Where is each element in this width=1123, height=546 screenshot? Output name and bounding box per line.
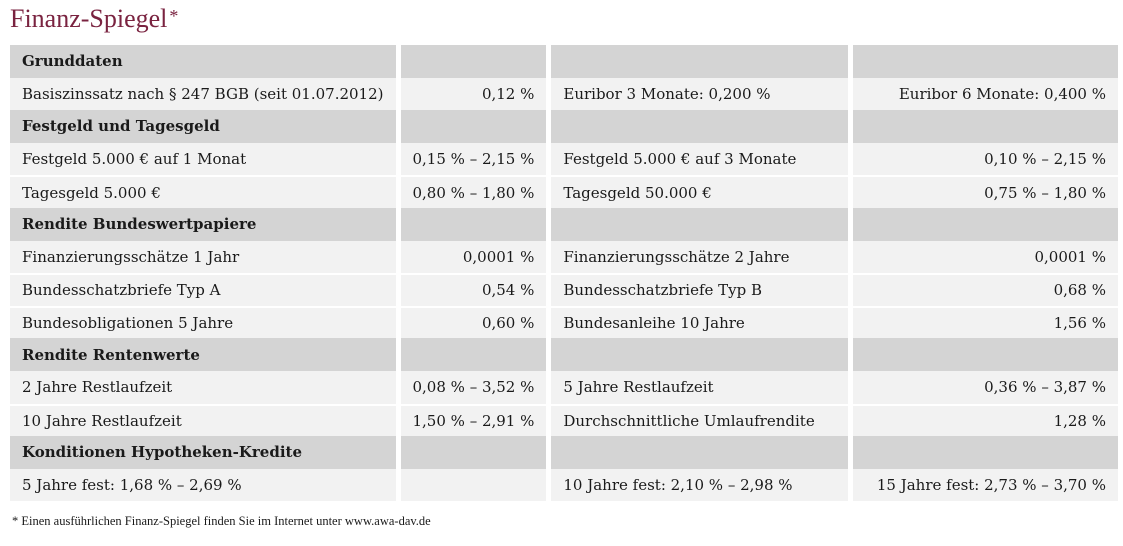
section-header-cell bbox=[400, 338, 547, 371]
section-header-row: Konditionen Hypotheken-Kredite bbox=[10, 436, 1118, 469]
section-heading: Rendite Bundeswertpapiere bbox=[10, 207, 396, 241]
rate-label-left: 5 Jahre fest: 1,68 % – 2,69 % bbox=[10, 468, 396, 502]
table-row: 2 Jahre Restlaufzeit 0,08 % – 3,52 % 5 Jah… bbox=[10, 370, 1118, 404]
table-row: Bundesschatzbriefe Typ A 0,54 % Bundesscha… bbox=[10, 273, 1118, 306]
footnote: * Einen ausführlichen Finanz-Spiegel fin… bbox=[12, 514, 431, 528]
section-header-cell bbox=[853, 207, 1118, 241]
section-header-cell bbox=[853, 436, 1118, 469]
table-row: Finanzierungsschätze 1 Jahr 0,0001 % Finan… bbox=[10, 240, 1118, 274]
section-heading: Konditionen Hypotheken-Kredite bbox=[10, 436, 396, 469]
rate-value-left: 0,08 % – 3,52 % bbox=[400, 370, 547, 404]
finance-table: Grunddaten Basiszinssatz nach § 247 BGB (… bbox=[5, 45, 1123, 502]
table-row: Tagesgeld 5.000 €0,80 % – 1,80 % Tagesgel… bbox=[10, 175, 1118, 208]
rate-label-left: Finanzierungsschätze 1 Jahr bbox=[10, 240, 396, 274]
section-heading: Rendite Rentenwerte bbox=[10, 338, 396, 371]
rate-label-right: Bundesanleihe 10 Jahre bbox=[551, 305, 849, 339]
rate-label-right: Euribor 3 Monate: 0,200 % bbox=[551, 77, 849, 111]
section-header-cell bbox=[853, 110, 1118, 143]
rate-value-left bbox=[400, 468, 547, 502]
rate-value-right: 0,0001 % bbox=[853, 240, 1118, 274]
rate-value-left: 0,80 % – 1,80 % bbox=[400, 175, 547, 208]
rate-value-left: 0,60 % bbox=[400, 305, 547, 339]
section-header-cell bbox=[400, 110, 547, 143]
table-row: 5 Jahre fest: 1,68 % – 2,69 % 10 Jahre fe… bbox=[10, 468, 1118, 502]
section-header-cell bbox=[551, 338, 849, 371]
rate-value-right: 0,68 % bbox=[853, 273, 1118, 306]
finance-table-body: Grunddaten Basiszinssatz nach § 247 BGB (… bbox=[10, 45, 1118, 502]
section-header-cell bbox=[551, 207, 849, 241]
rate-value-right: 0,36 % – 3,87 % bbox=[853, 370, 1118, 404]
rate-label-left: 10 Jahre Restlaufzeit bbox=[10, 403, 396, 437]
rate-value-left: 0,0001 % bbox=[400, 240, 547, 274]
rate-label-right: Tagesgeld 50.000 € bbox=[551, 175, 849, 208]
rate-label-left: 2 Jahre Restlaufzeit bbox=[10, 370, 396, 404]
rate-label-right: Finanzierungsschätze 2 Jahre bbox=[551, 240, 849, 274]
table-row: Festgeld 5.000 € auf 1 Monat 0,15 % – 2,1… bbox=[10, 142, 1118, 176]
rate-label-right: 5 Jahre Restlaufzeit bbox=[551, 370, 849, 404]
section-header-cell bbox=[400, 436, 547, 469]
rate-value-right: Euribor 6 Monate: 0,400 % bbox=[853, 77, 1118, 111]
rate-label-right: 10 Jahre fest: 2,10 % – 2,98 % bbox=[551, 468, 849, 502]
page-title: Finanz-Spiegel * bbox=[10, 4, 178, 34]
rate-label-left: Basiszinssatz nach § 247 BGB (seit 01.07… bbox=[10, 77, 396, 111]
rate-label-right: Bundesschatzbriefe Typ B bbox=[551, 273, 849, 306]
section-header-cell bbox=[853, 338, 1118, 371]
rate-label-right: Festgeld 5.000 € auf 3 Monate bbox=[551, 142, 849, 176]
rate-value-right: 0,10 % – 2,15 % bbox=[853, 142, 1118, 176]
rate-value-left: 1,50 % – 2,91 % bbox=[400, 403, 547, 437]
rate-value-right: 1,28 % bbox=[853, 403, 1118, 437]
section-header-row: Rendite Bundeswertpapiere bbox=[10, 207, 1118, 241]
section-header-cell bbox=[400, 207, 547, 241]
rate-value-left: 0,12 % bbox=[400, 77, 547, 111]
rate-value-right: 0,75 % – 1,80 % bbox=[853, 175, 1118, 208]
rate-value-right: 15 Jahre fest: 2,73 % – 3,70 % bbox=[853, 468, 1118, 502]
section-header-row: Grunddaten bbox=[10, 45, 1118, 78]
rate-label-left: Bundesobligationen 5 Jahre bbox=[10, 305, 396, 339]
rate-label-left: Bundesschatzbriefe Typ A bbox=[10, 273, 396, 306]
rate-value-right: 1,56 % bbox=[853, 305, 1118, 339]
rate-label-right: Durchschnittliche Umlaufrendite bbox=[551, 403, 849, 437]
section-header-cell bbox=[551, 436, 849, 469]
section-header-cell bbox=[551, 45, 849, 78]
section-header-cell bbox=[400, 45, 547, 78]
rate-value-left: 0,15 % – 2,15 % bbox=[400, 142, 547, 176]
section-header-row: Festgeld und Tagesgeld bbox=[10, 110, 1118, 143]
title-text: Finanz-Spiegel bbox=[10, 4, 168, 33]
table-row: 10 Jahre Restlaufzeit 1,50 % – 2,91 % Durc… bbox=[10, 403, 1118, 437]
section-header-cell bbox=[551, 110, 849, 143]
section-heading: Festgeld und Tagesgeld bbox=[10, 110, 396, 143]
section-header-row: Rendite Rentenwerte bbox=[10, 338, 1118, 371]
table-row: Basiszinssatz nach § 247 BGB (seit 01.07… bbox=[10, 77, 1118, 111]
title-footnote-marker: * bbox=[169, 6, 179, 26]
section-header-cell bbox=[853, 45, 1118, 78]
rate-value-left: 0,54 % bbox=[400, 273, 547, 306]
rate-label-left: Tagesgeld 5.000 € bbox=[10, 175, 396, 208]
rate-label-left: Festgeld 5.000 € auf 1 Monat bbox=[10, 142, 396, 176]
table-row: Bundesobligationen 5 Jahre 0,60 % Bundesan… bbox=[10, 305, 1118, 339]
section-heading: Grunddaten bbox=[10, 45, 396, 78]
